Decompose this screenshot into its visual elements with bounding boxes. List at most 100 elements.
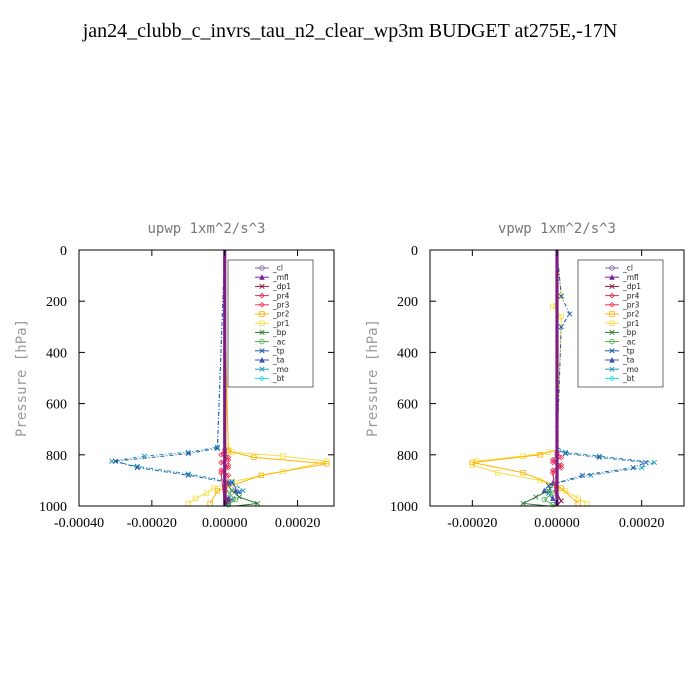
data-point-pr4 bbox=[218, 459, 224, 466]
data-point-tp bbox=[185, 472, 191, 478]
legend-label-mo: _mo bbox=[622, 365, 639, 374]
series-line-ta bbox=[543, 250, 558, 507]
legend-label-cl: _cl bbox=[622, 264, 633, 273]
y-tick-label: 0 bbox=[60, 244, 67, 259]
data-point-pr2 bbox=[258, 472, 264, 478]
data-point-bp bbox=[520, 500, 526, 507]
data-point-pr1 bbox=[495, 470, 501, 476]
legend-marker-pr1 bbox=[259, 320, 265, 326]
data-point-pr3 bbox=[549, 469, 556, 476]
data-point-tp bbox=[596, 454, 602, 460]
legend-label-tp: _tp bbox=[622, 347, 635, 356]
data-point-mo bbox=[229, 479, 235, 485]
legend-marker-pr4 bbox=[609, 292, 615, 299]
series-line-pr1 bbox=[471, 249, 587, 504]
y-tick-label: 200 bbox=[46, 295, 67, 310]
data-point-tp bbox=[134, 464, 140, 471]
legend-label-mfl: _mfl bbox=[272, 273, 289, 282]
legend-marker-dp1 bbox=[609, 283, 615, 290]
data-point-pr2 bbox=[214, 487, 221, 494]
data-point-ta bbox=[232, 487, 239, 494]
data-point-pr2 bbox=[469, 459, 476, 466]
legend-marker-pr2 bbox=[609, 311, 615, 317]
data-point-pr1 bbox=[583, 500, 590, 507]
series-line-bp bbox=[521, 250, 558, 507]
legend-label-cl: _cl bbox=[272, 264, 283, 273]
data-point-pr2 bbox=[251, 454, 257, 461]
data-point-tp bbox=[214, 445, 221, 452]
legend-marker-cl bbox=[259, 265, 265, 271]
data-point-pr1 bbox=[575, 495, 581, 502]
data-point-pr1 bbox=[558, 313, 564, 320]
legend-marker-pr3 bbox=[259, 301, 265, 308]
legend-marker-cl bbox=[609, 265, 615, 271]
data-point-pr4 bbox=[558, 462, 565, 468]
y-tick-label: 0 bbox=[411, 244, 418, 259]
data-point-pr2 bbox=[558, 485, 564, 491]
data-point-mo bbox=[185, 471, 191, 477]
data-point-pr2 bbox=[537, 452, 543, 458]
data-point-mo bbox=[651, 459, 657, 466]
chart-title: upwp 1xm^2/s^3 bbox=[147, 221, 265, 237]
data-point-tp bbox=[562, 450, 569, 457]
y-tick-label: 1000 bbox=[390, 500, 418, 515]
y-tick-label: 200 bbox=[397, 295, 418, 310]
data-point-pr2 bbox=[520, 470, 526, 476]
data-point-pr3 bbox=[225, 472, 232, 479]
legend-label-ta: _ta bbox=[622, 356, 634, 365]
legend-marker-ac bbox=[259, 338, 265, 345]
data-point-tp bbox=[185, 450, 191, 457]
data-point-pr4 bbox=[225, 454, 232, 461]
legend-marker-tp bbox=[259, 348, 265, 354]
series-line-mo bbox=[547, 250, 655, 507]
data-point-mo bbox=[562, 449, 569, 455]
data-point-pr4 bbox=[549, 457, 556, 463]
data-point-ac bbox=[541, 496, 547, 503]
data-point-mo bbox=[639, 464, 645, 471]
legend-marker-mo bbox=[259, 366, 265, 372]
y-tick-label: 1000 bbox=[39, 500, 67, 515]
series-line-ac bbox=[543, 250, 558, 507]
legend-marker-mfl bbox=[259, 274, 265, 280]
data-point-pr3 bbox=[218, 451, 224, 458]
y-tick-label: 600 bbox=[46, 398, 67, 413]
data-point-ac bbox=[232, 496, 239, 503]
legend-label-pr1: _pr1 bbox=[272, 319, 290, 328]
data-point-tp bbox=[112, 458, 119, 464]
y-tick-label: 400 bbox=[46, 346, 67, 361]
series-line-mo bbox=[111, 249, 244, 507]
chart-panel-2: vpwp 1xm^2/s^3 Pressure [hPa] 0 200 400 600 80… bbox=[365, 221, 685, 531]
data-point-pr3 bbox=[558, 454, 565, 461]
chart-panel-1: upwp 1xm^2/s^3 Pressure [hPa] 0 200 400 600 80… bbox=[14, 221, 335, 531]
data-point-pr1 bbox=[192, 495, 199, 502]
data-point-pr1 bbox=[545, 449, 552, 455]
data-point-mo bbox=[240, 488, 246, 494]
data-point-pr1 bbox=[550, 303, 556, 310]
data-point-tp bbox=[567, 311, 573, 317]
data-point-tp bbox=[630, 464, 636, 471]
legend-label-pr2: _pr2 bbox=[272, 310, 290, 319]
legend-label-pr4: _pr4 bbox=[272, 291, 290, 300]
data-point-pr3 bbox=[558, 464, 565, 471]
legend-marker-pr2 bbox=[259, 311, 265, 317]
data-point-dp1 bbox=[558, 498, 564, 504]
data-point-tp bbox=[545, 482, 552, 489]
legend-marker-tp bbox=[609, 348, 615, 354]
legend-label-mo: _mo bbox=[272, 365, 289, 374]
legend-label-pr1: _pr1 bbox=[622, 319, 640, 328]
legend-marker-ta bbox=[259, 357, 265, 363]
legend-box bbox=[227, 259, 314, 388]
legend-label-bt: _bt bbox=[272, 374, 285, 383]
legend-box bbox=[577, 259, 664, 388]
series-line-pr2 bbox=[472, 250, 579, 504]
legend-label-bp: _bp bbox=[272, 328, 287, 337]
data-point-pr4 bbox=[549, 467, 556, 474]
x-tick-label: 0.00000 bbox=[202, 516, 248, 531]
legend: _cl_mfl_dp1_pr4_pr3_pr2_pr1_bp_ac_tp_ta_… bbox=[577, 259, 664, 388]
x-tick-label: -0.00020 bbox=[447, 516, 497, 531]
legend-marker-bt bbox=[609, 375, 615, 382]
legend-marker-bp bbox=[609, 329, 615, 336]
legend-marker-pr3 bbox=[609, 301, 615, 308]
legend-marker-dp1 bbox=[259, 283, 265, 290]
